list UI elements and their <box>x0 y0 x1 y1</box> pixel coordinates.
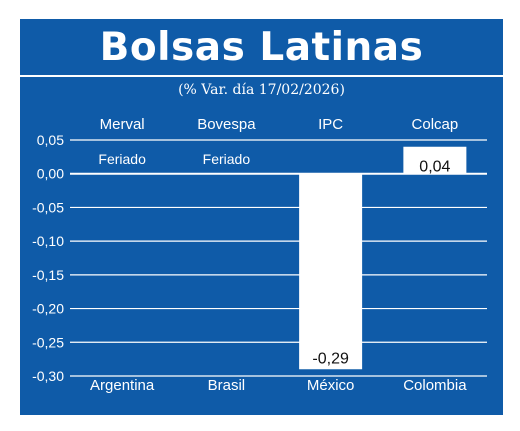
y-tick-label: 0,00 <box>37 166 64 182</box>
y-tick-label: -0,30 <box>32 368 64 384</box>
chart-subtitle: (% Var. día 17/02/2026) <box>178 82 345 98</box>
y-tick-label: -0,10 <box>32 233 64 249</box>
index-label: Colcap <box>412 116 459 133</box>
y-tick-label: -0,15 <box>32 267 64 283</box>
index-label: Merval <box>100 116 145 133</box>
y-tick-label: -0,05 <box>32 199 64 215</box>
data-label: 0,04 <box>419 159 450 176</box>
x-tick-label: Brasil <box>208 377 246 394</box>
index-label: Bovespa <box>197 116 256 133</box>
chart-title: Bolsas Latinas <box>99 24 424 70</box>
chart-panel: Bolsas Latinas (% Var. día 17/02/2026) 0… <box>20 19 503 415</box>
x-tick-label: México <box>307 377 355 394</box>
holiday-note: Feriado <box>98 151 146 167</box>
x-tick-label: Colombia <box>403 377 467 394</box>
data-label: -0,29 <box>312 350 349 367</box>
index-label: IPC <box>318 116 343 133</box>
x-tick-label: Argentina <box>90 377 155 394</box>
y-tick-label: -0,25 <box>32 334 64 350</box>
bar <box>299 173 363 370</box>
y-tick-label: 0,05 <box>37 132 64 148</box>
holiday-note: Feriado <box>203 151 251 167</box>
y-tick-label: -0,20 <box>32 301 64 317</box>
bar-chart: 0,05 0,00 -0,05 -0,10 -0,15 -0,20 -0,25 -0,30 Me… <box>32 116 487 394</box>
title-band: Bolsas Latinas <box>20 19 503 77</box>
bar <box>403 146 467 174</box>
